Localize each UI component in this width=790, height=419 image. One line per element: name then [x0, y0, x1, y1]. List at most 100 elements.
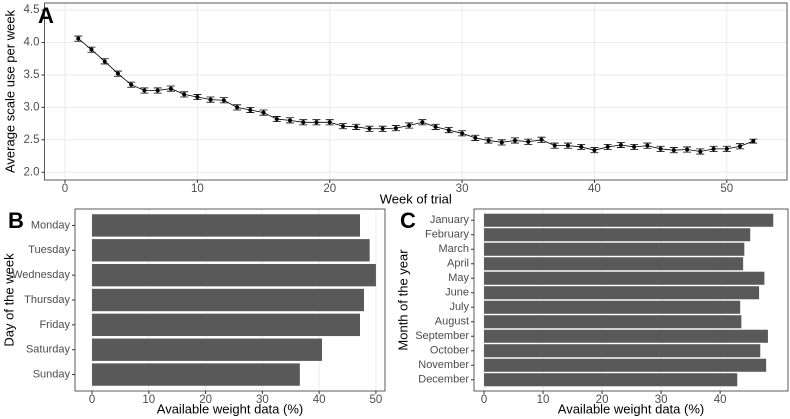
point: [579, 144, 584, 149]
panel-label: A: [38, 3, 54, 28]
point: [565, 143, 570, 148]
line: [77, 38, 754, 152]
x-tick-label: 50: [720, 183, 733, 195]
point: [460, 131, 465, 136]
point: [248, 107, 253, 112]
bar: [484, 228, 751, 242]
point: [473, 135, 478, 140]
point: [724, 146, 729, 151]
x-tick-label: 30: [456, 183, 469, 195]
point: [738, 144, 743, 149]
point: [592, 148, 597, 153]
x-tick-label: 0: [62, 183, 68, 195]
point: [552, 143, 557, 148]
y-tick-label: Sunday: [33, 368, 71, 380]
point: [327, 120, 332, 125]
point: [129, 82, 134, 87]
y-tick-label: Tuesday: [28, 244, 70, 256]
point: [221, 98, 226, 103]
y-axis-title: Average scale use per week: [2, 9, 17, 173]
point: [340, 124, 345, 129]
y-axis-title: Day of the week: [1, 253, 16, 347]
point: [433, 124, 438, 129]
point: [658, 146, 663, 151]
y-tick-label: March: [438, 243, 469, 255]
point: [393, 126, 398, 131]
y-tick-label: December: [418, 374, 469, 386]
y-tick-label: 4.0: [24, 37, 40, 49]
bar: [92, 239, 370, 262]
bar: [92, 313, 361, 337]
bar: [484, 358, 767, 372]
point: [274, 117, 279, 122]
x-tick-label: 30: [256, 394, 269, 406]
point: [513, 138, 518, 143]
y-tick-label: 3.5: [24, 69, 40, 81]
point: [632, 144, 637, 149]
point: [261, 110, 266, 115]
point: [486, 138, 491, 143]
plot-border: [44, 2, 788, 181]
point: [645, 143, 650, 148]
point: [711, 146, 716, 151]
point: [115, 71, 120, 76]
x-tick-label: 20: [199, 394, 212, 406]
point: [314, 120, 319, 125]
plot-border: [74, 208, 386, 392]
y-tick-label: 3.0: [24, 101, 40, 113]
bar: [484, 373, 738, 387]
point: [155, 88, 160, 93]
x-tick-label: 40: [588, 183, 601, 195]
point: [235, 105, 240, 110]
point: [380, 126, 385, 131]
x-tick-label: 40: [313, 394, 326, 406]
point: [288, 118, 293, 123]
y-tick-label: Friday: [39, 319, 70, 331]
bar: [92, 214, 361, 237]
y-tick-label: 2.5: [24, 134, 40, 146]
bar: [92, 338, 322, 361]
point: [182, 92, 187, 97]
x-tick-label: 0: [481, 394, 487, 406]
point: [605, 144, 610, 149]
x-axis-title: Week of trial: [380, 191, 452, 206]
y-tick-label: August: [435, 316, 469, 328]
point: [208, 97, 213, 102]
point: [102, 59, 107, 64]
bar: [92, 288, 364, 312]
point: [89, 47, 94, 52]
x-tick-label: 10: [191, 183, 204, 195]
point: [539, 137, 544, 142]
point: [751, 139, 756, 144]
point: [76, 36, 81, 41]
y-tick-label: October: [430, 345, 469, 357]
x-axis-title: Available weight data (%): [157, 401, 303, 416]
bar: [484, 286, 760, 300]
point: [195, 95, 200, 100]
y-tick-label: July: [449, 301, 469, 313]
bar: [484, 329, 768, 343]
point: [698, 149, 703, 154]
y-tick-label: June: [445, 287, 469, 299]
panel-label: B: [8, 208, 24, 233]
point: [420, 120, 425, 125]
y-tick-label: 4.5: [24, 4, 40, 16]
point: [499, 140, 504, 145]
y-tick-label: September: [415, 330, 469, 342]
point: [301, 120, 306, 125]
x-tick-label: 20: [323, 183, 336, 195]
y-tick-label: Wednesday: [12, 269, 70, 281]
point: [168, 86, 173, 91]
y-tick-label: Monday: [31, 219, 71, 231]
y-tick-label: 2.0: [24, 166, 40, 178]
plot-border: [473, 208, 789, 392]
y-tick-label: April: [447, 258, 469, 270]
x-tick-label: 20: [596, 394, 609, 406]
bar: [92, 363, 300, 386]
point: [367, 126, 372, 131]
plot-background: [44, 3, 787, 180]
point: [354, 124, 359, 129]
bar: [484, 271, 765, 285]
y-axis-title: Month of the year: [395, 249, 410, 351]
